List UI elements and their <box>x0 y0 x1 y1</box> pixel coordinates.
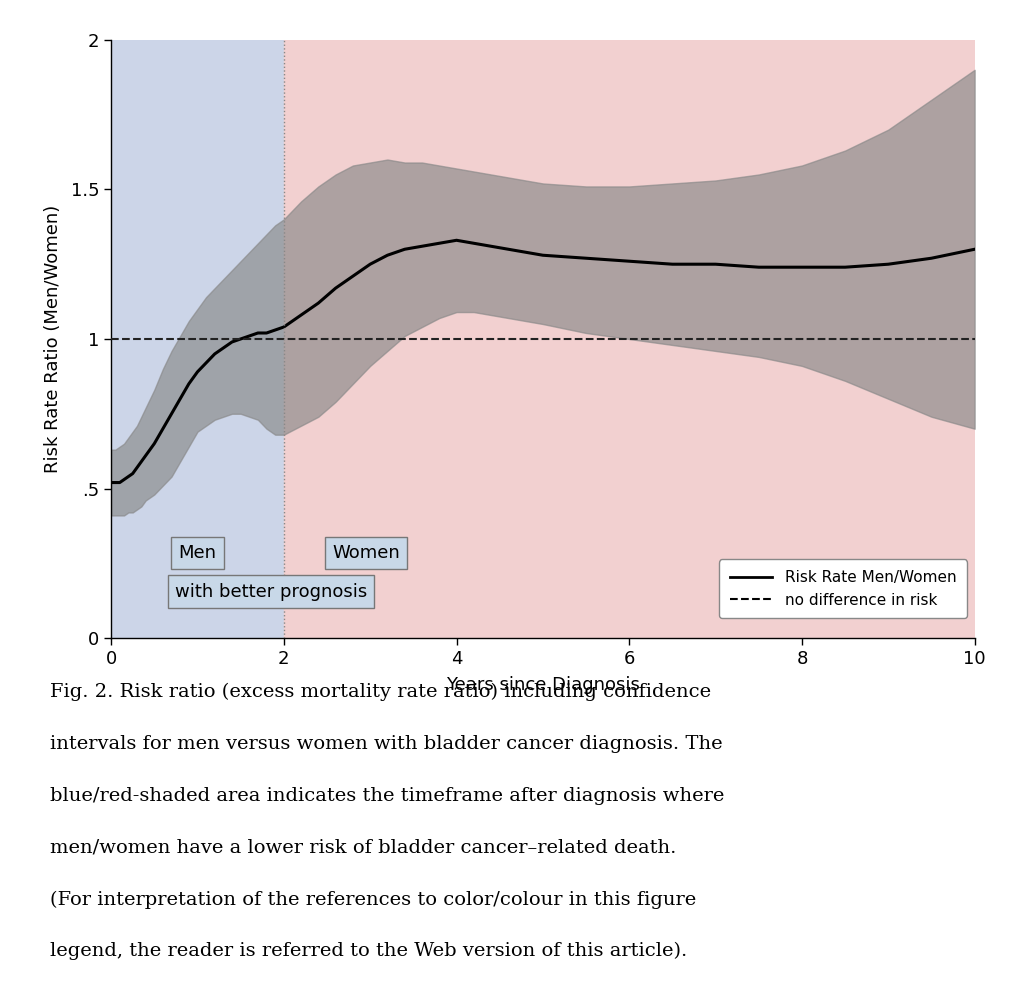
Text: Men: Men <box>179 543 216 562</box>
Text: intervals for men versus women with bladder cancer diagnosis. The: intervals for men versus women with blad… <box>50 735 723 753</box>
Text: legend, the reader is referred to the Web version of this article).: legend, the reader is referred to the We… <box>50 942 688 960</box>
Text: with better prognosis: with better prognosis <box>175 582 367 601</box>
Y-axis label: Risk Rate Ratio (Men/Women): Risk Rate Ratio (Men/Women) <box>44 204 63 474</box>
Text: men/women have a lower risk of bladder cancer–related death.: men/women have a lower risk of bladder c… <box>50 838 677 856</box>
Bar <box>284 40 975 638</box>
X-axis label: Years since Diagnosis: Years since Diagnosis <box>446 676 639 694</box>
Text: (For interpretation of the references to color/colour in this figure: (For interpretation of the references to… <box>50 890 697 908</box>
Bar <box>111 40 284 638</box>
Text: Women: Women <box>332 543 400 562</box>
Text: blue/red-shaded area indicates the timeframe after diagnosis where: blue/red-shaded area indicates the timef… <box>50 787 725 805</box>
Text: Fig. 2. Risk ratio (excess mortality rate ratio) including confidence: Fig. 2. Risk ratio (excess mortality rat… <box>50 683 712 701</box>
Legend: Risk Rate Men/Women, no difference in risk: Risk Rate Men/Women, no difference in ri… <box>719 559 967 618</box>
